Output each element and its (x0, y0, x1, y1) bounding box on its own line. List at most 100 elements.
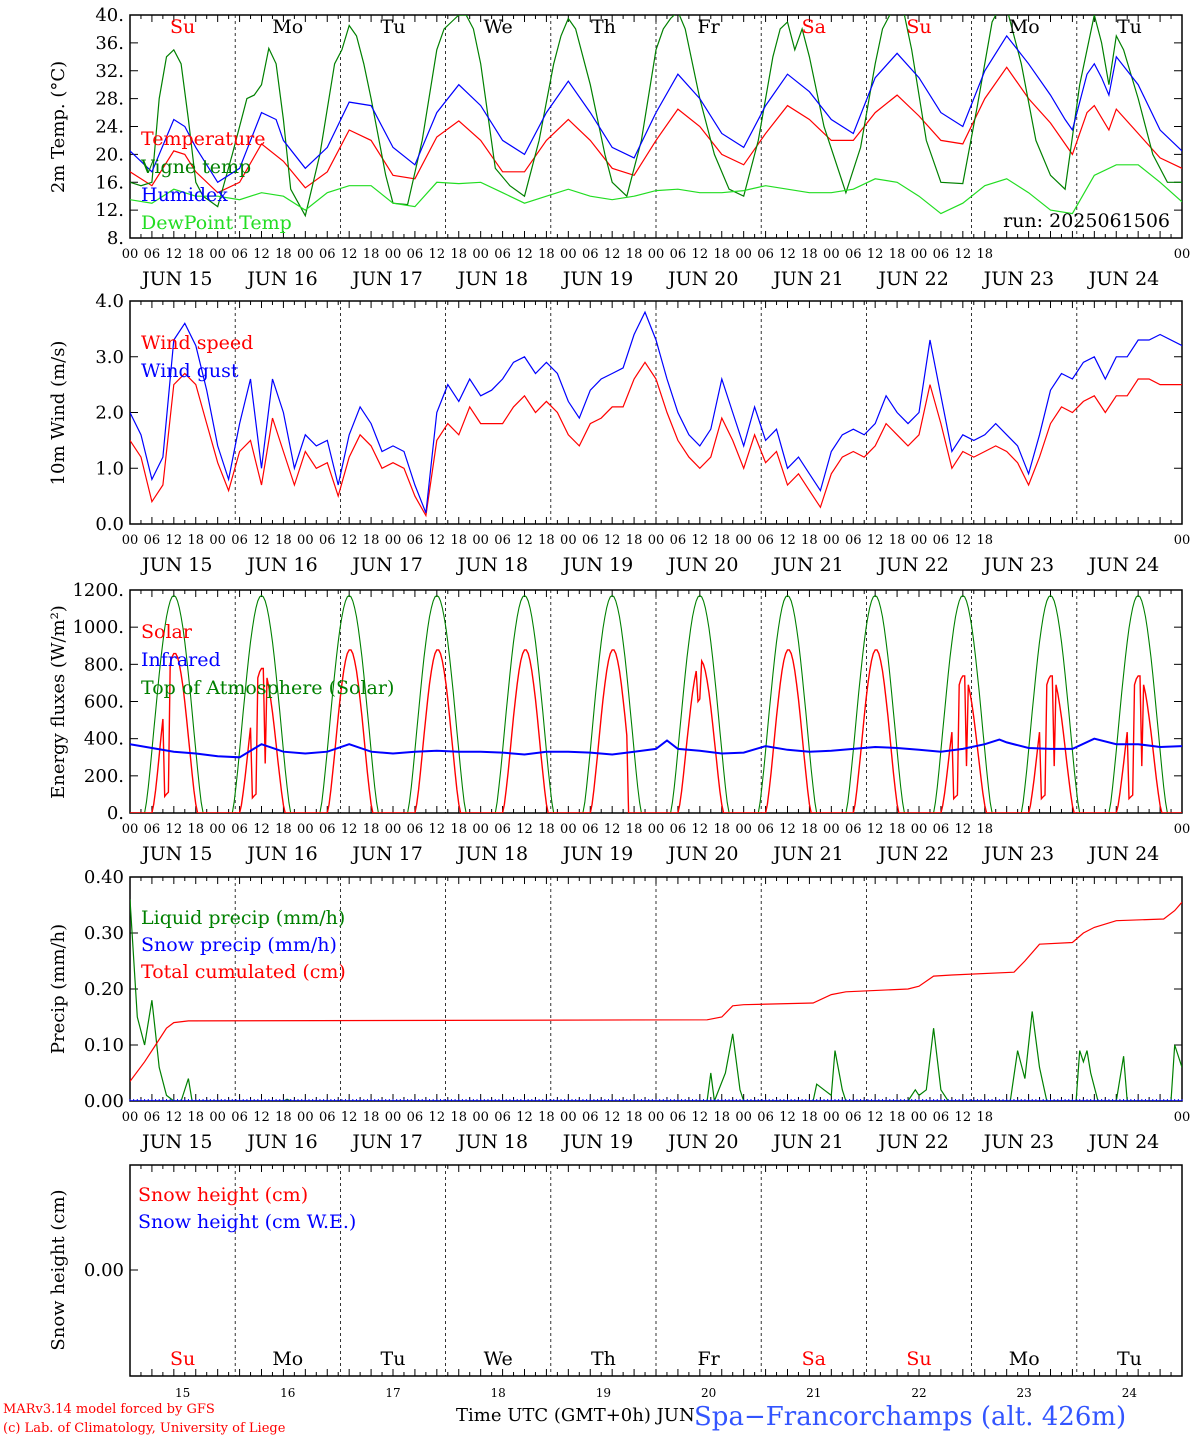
day-of-week-label: We (484, 16, 513, 38)
day-number-label: 15 (175, 1386, 190, 1400)
y-axis-label: Energy fluxes (W/m²) (48, 605, 69, 799)
y-tick-label: 1000. (72, 617, 124, 638)
hour-tick-label: 00 (385, 533, 402, 548)
hour-tick-label: 18 (363, 1110, 380, 1125)
hour-tick-label: 06 (845, 533, 862, 548)
date-label: JUN 23 (982, 268, 1054, 290)
legend-item: Wind speed (141, 332, 253, 354)
hour-tick-label: 06 (494, 533, 511, 548)
hour-tick-label: 18 (713, 533, 730, 548)
hour-tick-label: 06 (845, 822, 862, 837)
y-tick-label: 400. (84, 729, 124, 750)
hour-tick-label: 18 (363, 247, 380, 262)
hour-tick-label: 12 (779, 533, 796, 548)
hour-tick-label: 00 (911, 822, 928, 837)
day-of-week-label: Su (170, 16, 195, 38)
legend-item: Temperature (141, 128, 265, 150)
hour-tick-label: 06 (757, 822, 774, 837)
legend-item: Top of Atmosphere (Solar) (141, 677, 394, 699)
date-label: JUN 19 (561, 843, 633, 865)
hour-tick-label: 12 (516, 533, 533, 548)
hour-tick-label: 12 (955, 822, 972, 837)
series-line-infrared (130, 737, 1182, 759)
hour-tick-label: 18 (538, 822, 555, 837)
y-tick-label: 12. (95, 200, 124, 221)
y-tick-label: 600. (84, 692, 124, 713)
series-line-wind-speed (130, 361, 1182, 518)
day-of-week-label: Sa (802, 16, 826, 38)
hour-tick-label: 18 (801, 247, 818, 262)
hour-tick-label: 00 (472, 1110, 489, 1125)
day-of-week-label: Mo (1009, 1348, 1040, 1370)
hour-tick-label: 06 (933, 1110, 950, 1125)
hour-tick-label: 18 (450, 247, 467, 262)
date-label: JUN 23 (982, 554, 1054, 576)
y-tick-label: 0.00 (84, 1091, 124, 1112)
day-number-label: 19 (596, 1386, 611, 1400)
hour-tick-label: 12 (166, 822, 183, 837)
date-label: JUN 22 (876, 268, 948, 290)
hour-tick-label: 12 (955, 247, 972, 262)
hour-tick-label: 00 (297, 1110, 314, 1125)
panel-frame (129, 589, 1183, 814)
date-label: JUN 15 (140, 1131, 212, 1153)
date-label: JUN 17 (350, 843, 422, 865)
hour-tick-label: 00 (385, 247, 402, 262)
hour-tick-label: 18 (450, 1110, 467, 1125)
hour-tick-label: 06 (757, 1110, 774, 1125)
hour-tick-label: 18 (976, 822, 993, 837)
hour-tick-label: 00 (297, 247, 314, 262)
hour-tick-label: 12 (516, 247, 533, 262)
hour-tick-label: 18 (538, 1110, 555, 1125)
date-label: JUN 17 (350, 268, 422, 290)
hour-tick-label: 18 (187, 1110, 204, 1125)
day-of-week-label: Tu (381, 1348, 406, 1370)
hour-tick-label: 06 (319, 247, 336, 262)
date-label: JUN 18 (456, 1131, 528, 1153)
hour-tick-label: 06 (582, 533, 599, 548)
hour-tick-label: 18 (889, 247, 906, 262)
date-label: JUN 19 (561, 1131, 633, 1153)
day-number-label: 21 (806, 1386, 821, 1400)
hour-tick-label: 06 (231, 533, 248, 548)
date-label: JUN 20 (666, 554, 738, 576)
hour-tick-label: 00 (648, 822, 665, 837)
legend-item: Vigne temp (140, 156, 251, 178)
hour-tick-label: 12 (429, 247, 446, 262)
hour-tick-label: 06 (757, 247, 774, 262)
date-label: JUN 22 (876, 554, 948, 576)
y-tick-label: 1.0 (95, 458, 124, 479)
y-tick-label: 24. (95, 117, 124, 138)
hour-tick-label: 06 (231, 822, 248, 837)
y-tick-label: 0.20 (84, 979, 124, 1000)
date-label: JUN 23 (982, 1131, 1054, 1153)
hour-tick-label: 00 (648, 1110, 665, 1125)
hour-tick-label: 06 (144, 1110, 161, 1125)
y-tick-label: 800. (84, 654, 124, 675)
date-label: JUN 20 (666, 1131, 738, 1153)
y-axis-label: Precip (mm/h) (48, 924, 69, 1054)
day-of-week-label: Th (591, 1348, 616, 1370)
hour-tick-label: 12 (955, 533, 972, 548)
day-of-week-label: Fr (697, 16, 720, 38)
panel-5 (129, 1164, 1183, 1377)
day-of-week-label: We (484, 1348, 513, 1370)
legend-item: Snow height (cm) (138, 1184, 308, 1206)
date-label: JUN 16 (245, 554, 317, 576)
hour-tick-label: 18 (889, 533, 906, 548)
date-label: JUN 18 (456, 268, 528, 290)
hour-tick-label: 00 (823, 533, 840, 548)
hour-tick-label: 00 (1174, 247, 1191, 262)
date-label: JUN 15 (140, 554, 212, 576)
hour-tick-label: 18 (889, 822, 906, 837)
series-line-wind-gust (130, 310, 1182, 514)
hour-tick-label: 06 (319, 533, 336, 548)
hour-tick-label: 00 (735, 533, 752, 548)
date-label: JUN 16 (245, 1131, 317, 1153)
hour-tick-label: 18 (363, 533, 380, 548)
series-line-vigne-temp (130, 15, 1182, 218)
hour-tick-label: 00 (209, 247, 226, 262)
hour-tick-label: 18 (363, 822, 380, 837)
day-of-week-label: Mo (272, 16, 303, 38)
day-of-week-label: Tu (381, 16, 406, 38)
